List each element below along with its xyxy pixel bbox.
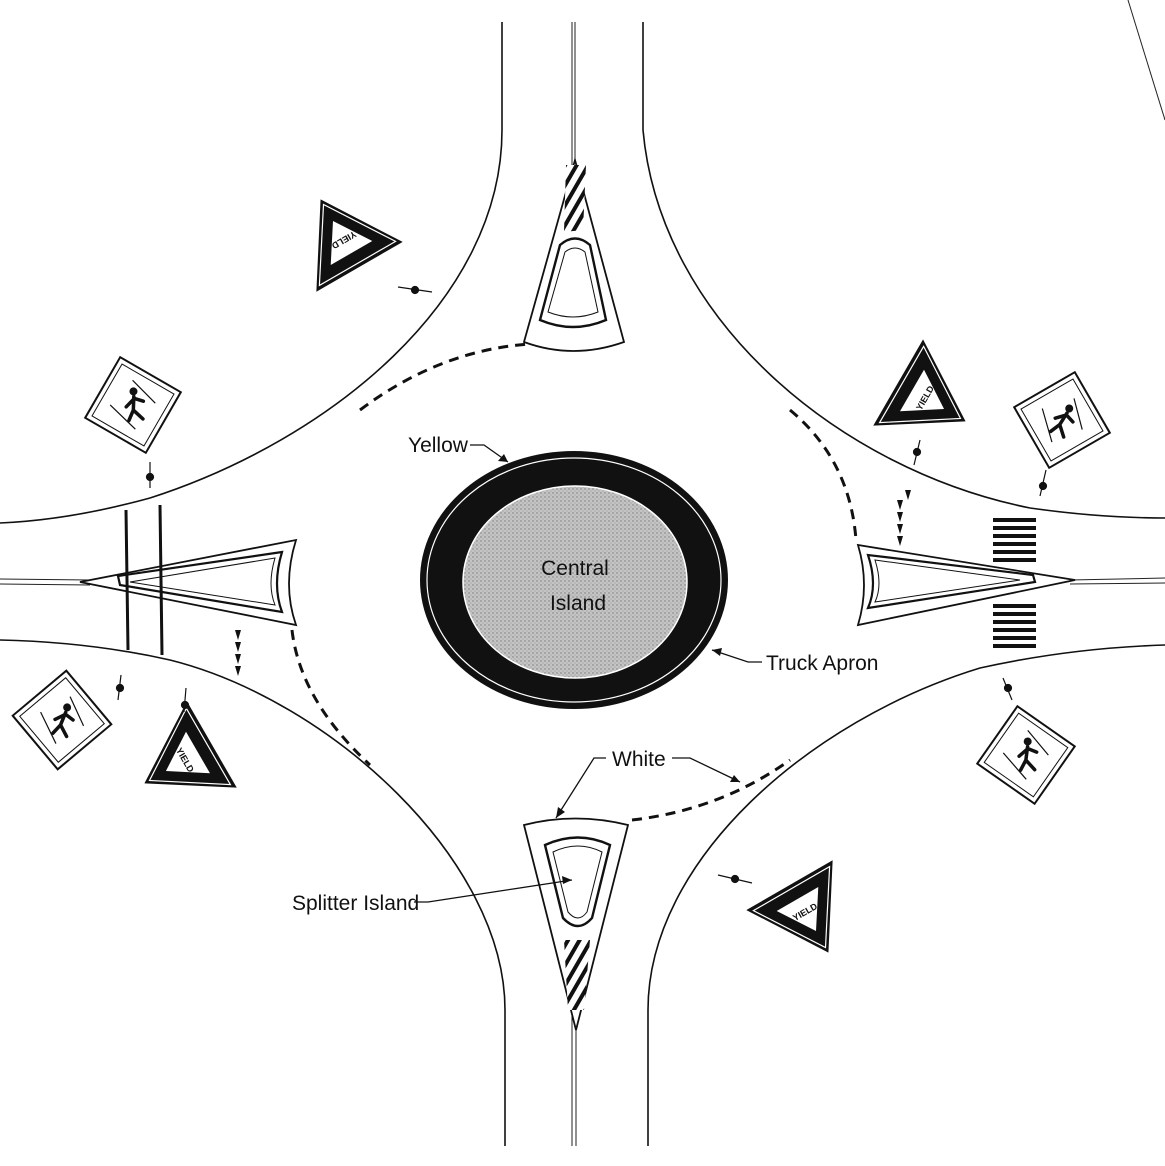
- pedestrian-sign-se: [966, 695, 1086, 815]
- yield-triangle-icon: [874, 340, 989, 464]
- pedestrian-sign-ne: [999, 357, 1125, 483]
- central-island: Central Island: [462, 485, 688, 679]
- splitter-island-west: [79, 538, 298, 627]
- pedestrian-crossing-icon: [999, 357, 1125, 483]
- yellow-callout: Yellow: [408, 434, 509, 463]
- pedestrian-crossing-icon: [966, 695, 1086, 815]
- splitter-island-label: Splitter Island: [292, 892, 419, 915]
- yield-sign-ne: YIELD: [874, 340, 989, 464]
- yield-lines: [290, 342, 858, 822]
- truck-apron-callout: Truck Apron: [711, 648, 878, 675]
- crosswalk-east: [993, 518, 1036, 648]
- yield-triangle-icon: [747, 861, 871, 976]
- splitter-island-callout: Splitter Island: [292, 876, 573, 915]
- yield-triangle-icon: [121, 702, 236, 826]
- yellow-label: Yellow: [408, 434, 469, 457]
- yield-triangle-icon: [278, 176, 402, 291]
- splitter-island-north: [522, 156, 626, 352]
- central-island-label-line2: Island: [550, 592, 606, 615]
- central-island-label-line1: Central: [541, 557, 609, 580]
- yield-teeth-west: [235, 630, 241, 676]
- splitter-island-south: [522, 817, 630, 1031]
- pedestrian-sign-nw: [70, 342, 196, 468]
- pedestrian-crossing-icon: [6, 664, 118, 776]
- approach-center-lines: [0, 22, 1165, 1146]
- yield-sign-se: YIELD: [747, 861, 871, 976]
- yield-sign-sw: YIELD: [121, 702, 236, 826]
- white-label: White: [612, 748, 666, 771]
- yield-teeth-east: [897, 490, 911, 546]
- white-callout: White: [555, 748, 741, 819]
- pedestrian-sign-sw: [6, 664, 118, 776]
- splitter-island-east: [856, 543, 1076, 627]
- yield-sign-nw: YIELD: [278, 176, 402, 291]
- sign-posts: [115, 285, 1048, 884]
- truck-apron-label: Truck Apron: [766, 652, 878, 675]
- crosswalk-west: [124, 504, 164, 656]
- pedestrian-crossing-icon: [70, 342, 196, 468]
